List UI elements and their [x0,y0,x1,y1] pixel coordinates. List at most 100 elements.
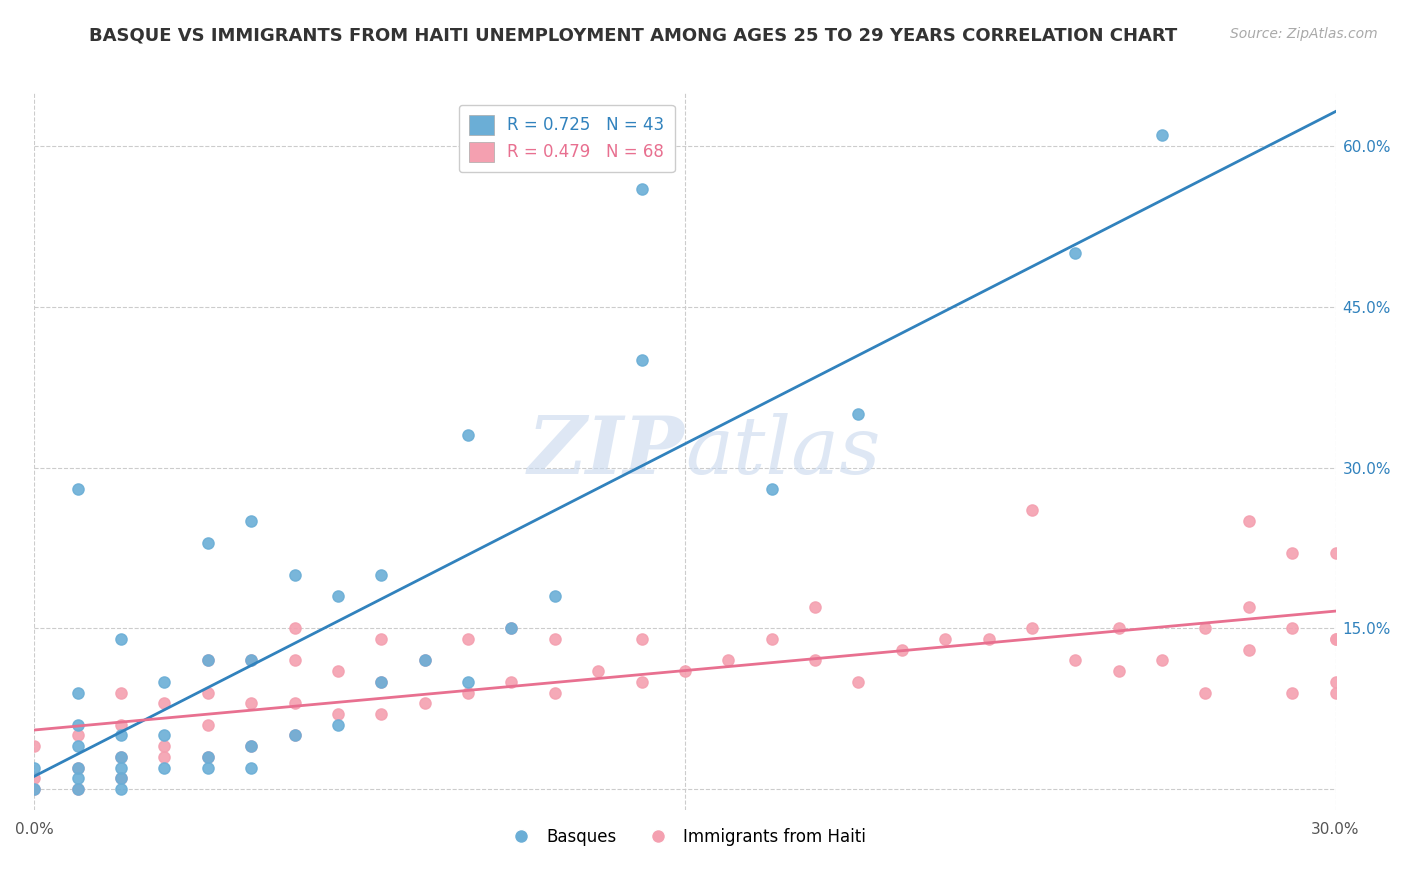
Point [804,653,827,667]
Point [544,589,567,603]
Point [326,664,349,678]
Point [110,761,132,775]
Point [370,707,392,722]
Point [197,718,219,732]
Point [848,407,870,421]
Point [284,697,307,711]
Point [1064,246,1087,260]
Point [1237,599,1260,614]
Point [457,428,479,442]
Point [197,653,219,667]
Text: Source: ZipAtlas.com: Source: ZipAtlas.com [1230,27,1378,41]
Point [110,685,132,699]
Point [326,718,349,732]
Point [1281,621,1303,635]
Point [110,750,132,764]
Legend: Basques, Immigrants from Haiti: Basques, Immigrants from Haiti [498,821,872,853]
Point [717,653,740,667]
Point [501,621,523,635]
Point [110,750,132,764]
Point [457,685,479,699]
Point [240,761,263,775]
Point [848,674,870,689]
Point [66,761,89,775]
Point [1108,664,1130,678]
Point [1021,503,1043,517]
Point [110,782,132,797]
Point [1064,653,1087,667]
Point [1237,642,1260,657]
Point [284,729,307,743]
Point [66,482,89,496]
Point [1324,674,1347,689]
Point [153,674,176,689]
Point [153,739,176,754]
Point [630,674,652,689]
Point [413,697,436,711]
Point [630,182,652,196]
Point [110,718,132,732]
Point [110,729,132,743]
Point [284,653,307,667]
Point [197,535,219,549]
Point [1194,685,1216,699]
Point [153,761,176,775]
Point [326,589,349,603]
Point [370,567,392,582]
Point [413,653,436,667]
Point [240,739,263,754]
Point [66,729,89,743]
Point [457,632,479,646]
Point [673,664,696,678]
Point [110,772,132,786]
Point [240,739,263,754]
Point [1324,632,1347,646]
Point [153,750,176,764]
Point [630,353,652,368]
Point [22,739,45,754]
Point [1108,621,1130,635]
Point [22,782,45,797]
Point [66,718,89,732]
Point [370,632,392,646]
Point [934,632,956,646]
Point [890,642,912,657]
Point [1152,653,1174,667]
Point [761,482,783,496]
Point [66,739,89,754]
Point [1324,632,1347,646]
Point [586,664,609,678]
Point [22,772,45,786]
Point [630,632,652,646]
Point [197,750,219,764]
Point [284,567,307,582]
Point [804,599,827,614]
Text: atlas: atlas [685,413,880,491]
Point [544,685,567,699]
Point [457,674,479,689]
Point [284,729,307,743]
Point [1324,546,1347,560]
Point [22,761,45,775]
Point [413,653,436,667]
Point [240,653,263,667]
Point [153,729,176,743]
Text: ZIP: ZIP [529,413,685,491]
Point [66,782,89,797]
Point [66,761,89,775]
Point [66,772,89,786]
Point [240,697,263,711]
Point [370,674,392,689]
Point [197,750,219,764]
Point [326,707,349,722]
Text: BASQUE VS IMMIGRANTS FROM HAITI UNEMPLOYMENT AMONG AGES 25 TO 29 YEARS CORRELATI: BASQUE VS IMMIGRANTS FROM HAITI UNEMPLOY… [89,27,1177,45]
Point [370,674,392,689]
Point [1152,128,1174,143]
Point [22,782,45,797]
Point [284,621,307,635]
Point [1324,685,1347,699]
Point [153,697,176,711]
Point [1281,685,1303,699]
Point [1237,514,1260,528]
Point [1021,621,1043,635]
